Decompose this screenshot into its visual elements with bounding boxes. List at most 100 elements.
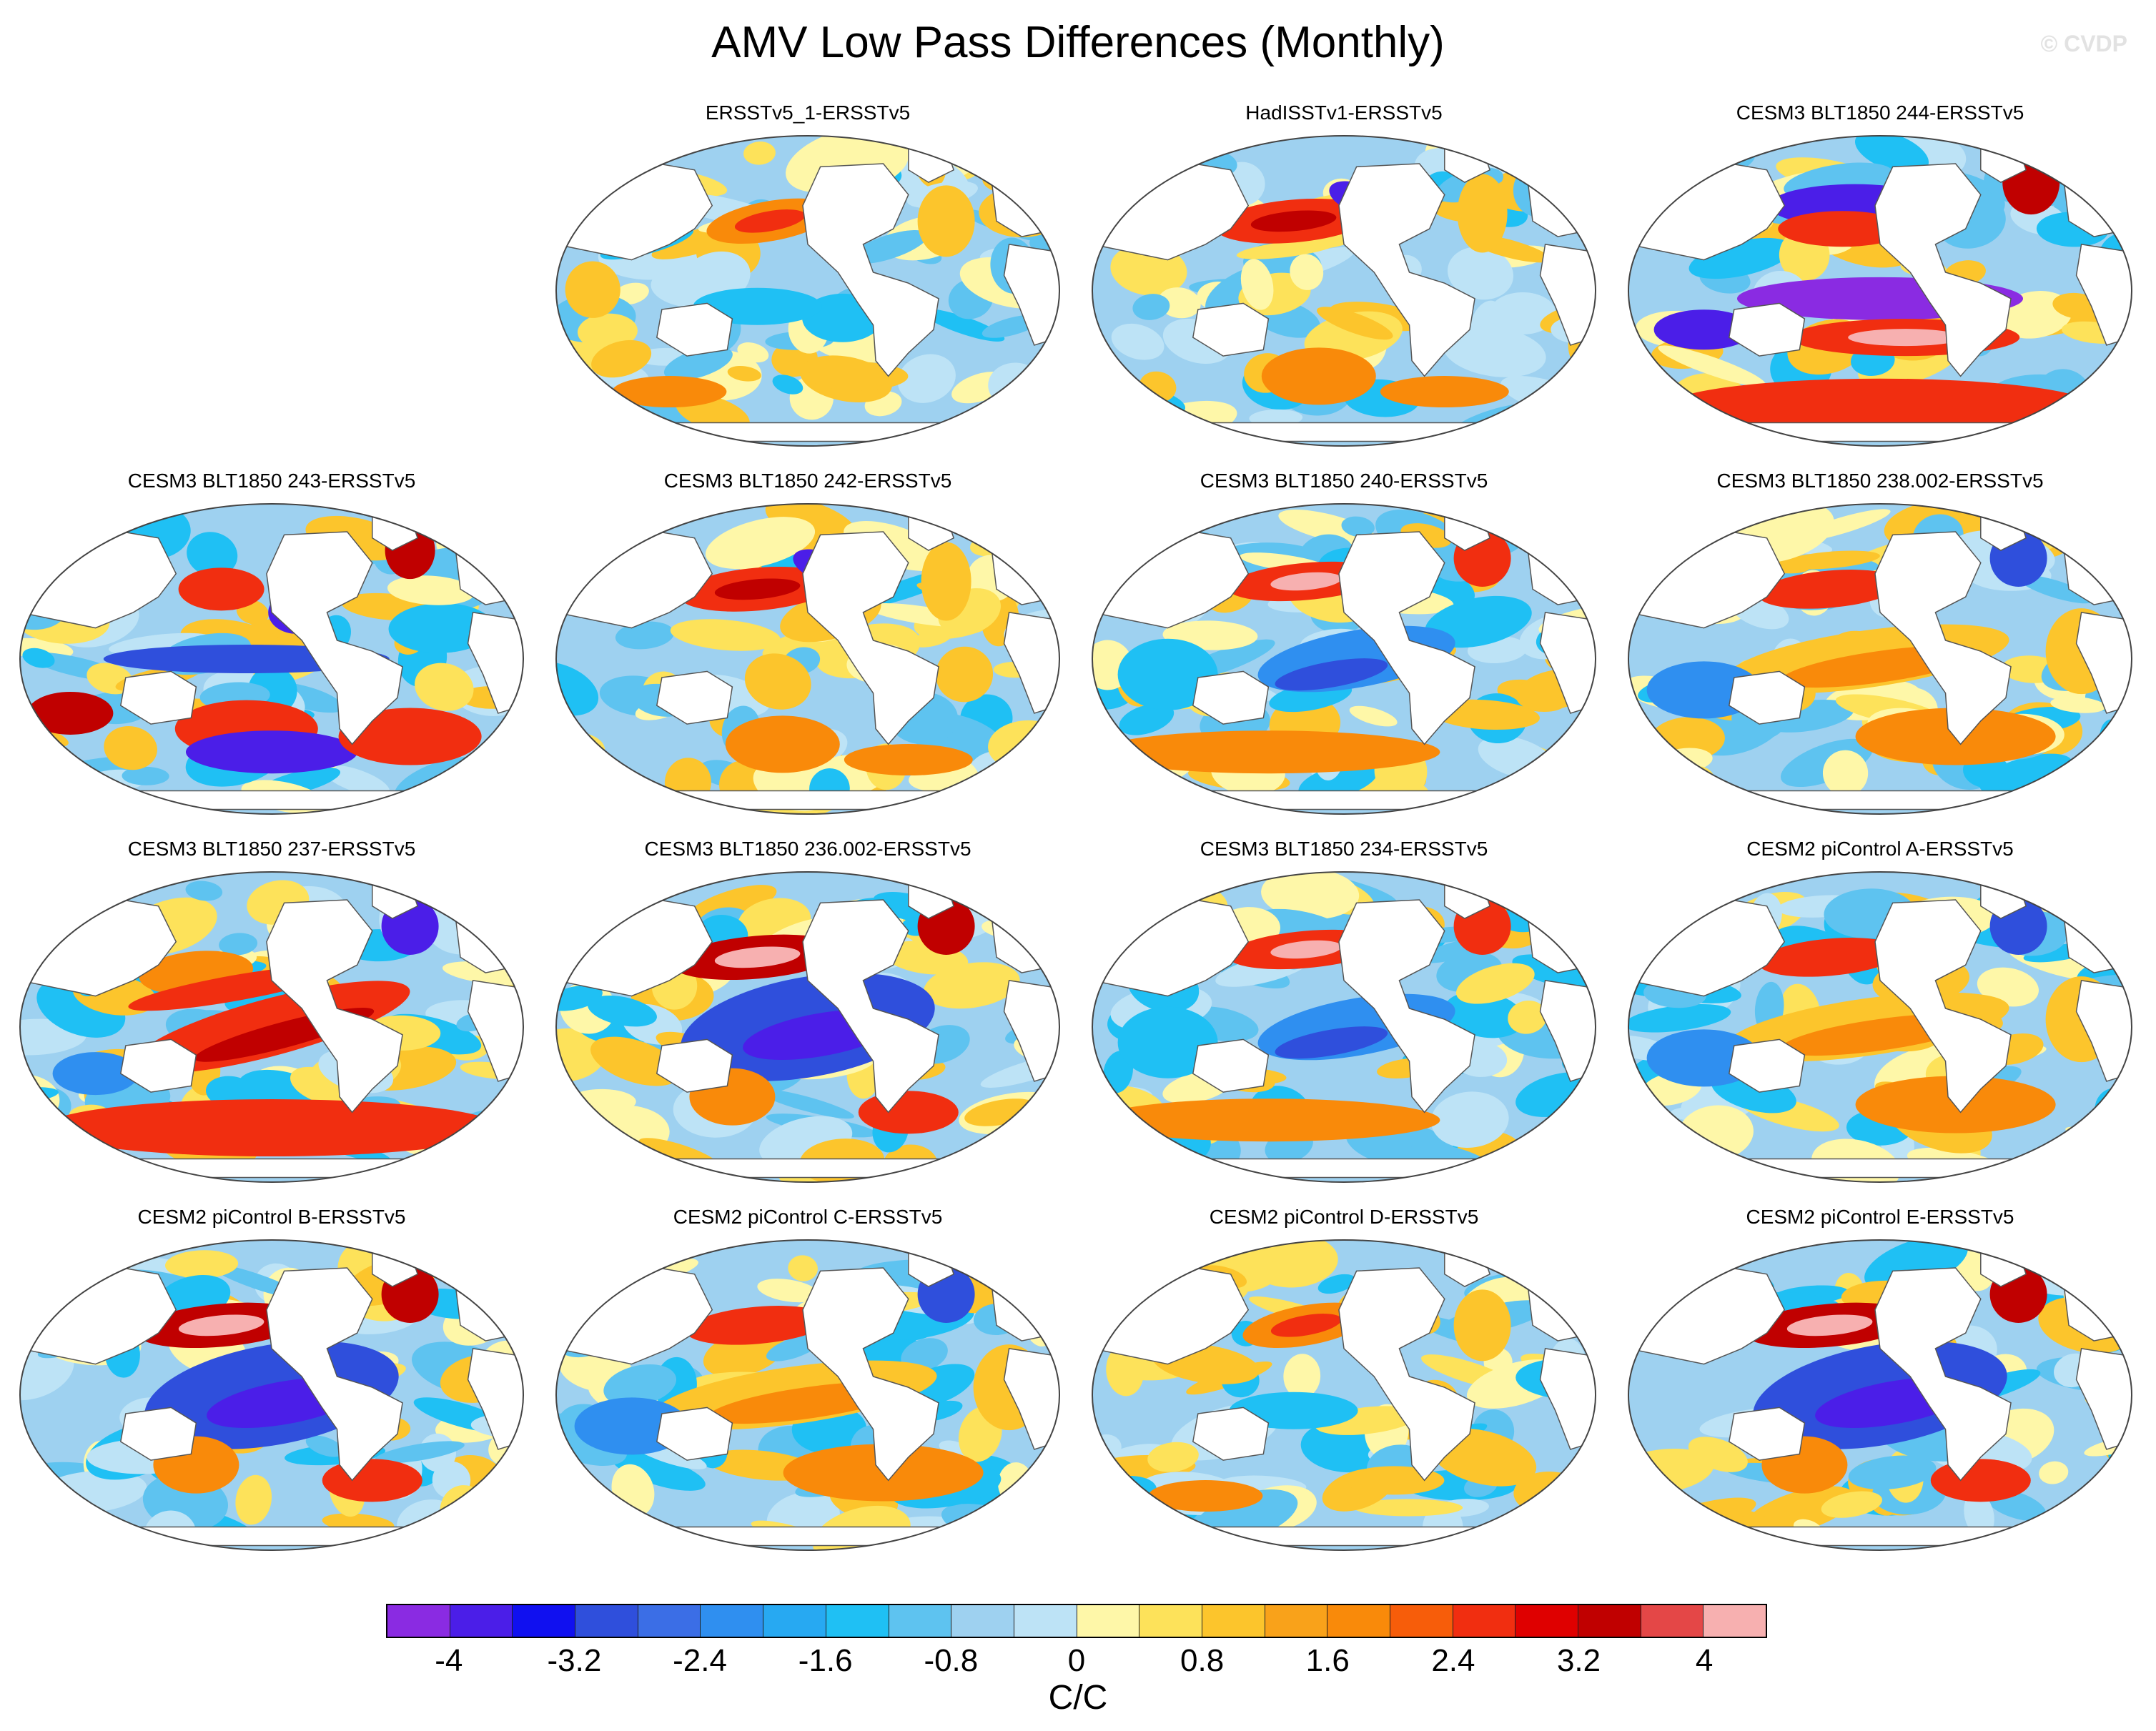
anomaly-blob bbox=[844, 744, 973, 776]
anomaly-blob bbox=[122, 766, 169, 785]
land-mass bbox=[1338, 163, 1475, 377]
anomaly-blob bbox=[322, 1459, 422, 1502]
anomaly-blob bbox=[615, 621, 674, 650]
anomaly-blob bbox=[488, 894, 523, 919]
anomaly-blob bbox=[1848, 1455, 1937, 1490]
anomaly-blob bbox=[1158, 287, 1201, 319]
anomaly-blob bbox=[743, 142, 776, 165]
land-mass bbox=[802, 531, 939, 745]
anomaly-blob bbox=[705, 517, 816, 569]
map-panel: CESM3 BLT1850 243-ERSSTv5 bbox=[7, 468, 536, 825]
anomaly-blob bbox=[465, 522, 523, 570]
anomaly-blob bbox=[2039, 1461, 2069, 1484]
map-border bbox=[19, 871, 524, 1183]
colorbar-swatch bbox=[1515, 1605, 1579, 1637]
anomaly-blob bbox=[1107, 148, 1138, 180]
map-panel: CESM3 BLT1850 234-ERSSTv5 bbox=[1079, 836, 1608, 1194]
anomaly-blob bbox=[20, 1018, 86, 1056]
panel-title: CESM3 BLT1850 244-ERSSTv5 bbox=[1736, 101, 2024, 124]
anomaly-blob bbox=[2085, 881, 2132, 906]
anomaly-blob bbox=[1564, 1468, 1596, 1488]
anomaly-blob bbox=[1349, 705, 1398, 727]
anomaly-blob bbox=[556, 1028, 606, 1082]
colorbar-swatch bbox=[575, 1605, 638, 1637]
land-mass bbox=[1192, 1407, 1270, 1461]
anomaly-blob bbox=[338, 708, 482, 765]
land-mass bbox=[467, 1348, 523, 1450]
anomaly-blob bbox=[178, 567, 264, 611]
anomaly-blob bbox=[1453, 1289, 1511, 1362]
robinson-map bbox=[19, 871, 524, 1183]
anomaly-blob bbox=[388, 602, 494, 653]
panel-title: CESM2 piControl B-ERSSTv5 bbox=[137, 1206, 406, 1228]
colorbar-tick-label: -0.8 bbox=[924, 1643, 979, 1678]
colorbar-swatch bbox=[1327, 1605, 1390, 1637]
map-panel: CESM3 BLT1850 237-ERSSTv5 bbox=[7, 836, 536, 1194]
panel-title: HadISSTv1-ERSSTv5 bbox=[1245, 101, 1443, 124]
anomaly-blob bbox=[1758, 938, 1902, 977]
anomaly-blob bbox=[1444, 991, 1525, 1038]
anomaly-blob bbox=[1250, 210, 1337, 232]
anomaly-blob bbox=[714, 578, 801, 600]
land-mass bbox=[266, 531, 403, 745]
colorbar-swatch bbox=[951, 1605, 1014, 1637]
map-field bbox=[556, 1240, 1059, 1550]
colorbar-swatch bbox=[1265, 1605, 1328, 1637]
anomaly-blob bbox=[473, 1243, 523, 1280]
anomaly-blob bbox=[1092, 194, 1118, 213]
anomaly-blob bbox=[2066, 411, 2132, 442]
anomaly-blob bbox=[187, 532, 238, 577]
anomaly-blob bbox=[1275, 1026, 1388, 1059]
anomaly-blob bbox=[613, 282, 649, 305]
map-border bbox=[1628, 871, 2132, 1183]
land-mass bbox=[1539, 980, 1596, 1082]
map-panel: CESM3 BLT1850 238.002-ERSSTv5 bbox=[1616, 468, 2145, 825]
anomaly-blob bbox=[737, 342, 769, 363]
robinson-map bbox=[19, 503, 524, 815]
anomaly-blob bbox=[2096, 136, 2132, 181]
anomaly-blob bbox=[1628, 406, 1685, 433]
anomaly-blob bbox=[387, 575, 475, 605]
land-mass bbox=[1192, 302, 1270, 357]
robinson-map bbox=[1092, 135, 1596, 447]
anomaly-blob bbox=[999, 525, 1041, 560]
anomaly-blob bbox=[556, 1255, 613, 1290]
anomaly-blob bbox=[1092, 1503, 1125, 1550]
colorbar-swatch bbox=[513, 1605, 576, 1637]
land-mass bbox=[656, 670, 733, 725]
anomaly-blob bbox=[2022, 1153, 2092, 1174]
anomaly-blob bbox=[663, 346, 733, 380]
robinson-map bbox=[555, 135, 1060, 447]
robinson-map bbox=[1628, 135, 2132, 447]
colorbar-tick-label: -2.4 bbox=[673, 1643, 727, 1678]
anomaly-blob bbox=[1380, 376, 1509, 408]
colorbar-swatch bbox=[450, 1605, 513, 1637]
map-border bbox=[555, 871, 1060, 1183]
map-panel: CESM3 BLT1850 242-ERSSTv5 bbox=[543, 468, 1072, 825]
figure-title: AMV Low Pass Differences (Monthly) bbox=[711, 18, 1445, 67]
robinson-map bbox=[555, 1239, 1060, 1551]
land-mass bbox=[1728, 1407, 1806, 1461]
anomaly-blob bbox=[921, 542, 971, 621]
anomaly-blob bbox=[999, 517, 1036, 552]
map-field bbox=[1628, 136, 2132, 446]
map-border bbox=[1092, 1239, 1596, 1551]
anomaly-blob bbox=[22, 648, 55, 668]
anomaly-blob bbox=[1523, 872, 1596, 920]
anomaly-blob bbox=[1267, 1249, 1332, 1280]
anomaly-blob bbox=[757, 1279, 819, 1303]
anomaly-blob bbox=[1017, 522, 1059, 558]
anomaly-blob bbox=[1014, 769, 1046, 807]
map-border bbox=[1092, 135, 1596, 447]
colorbar-tick-label: 2.4 bbox=[1431, 1643, 1475, 1678]
map-field bbox=[1092, 872, 1596, 1182]
anomaly-blob bbox=[610, 1451, 706, 1491]
map-panel: CESM3 BLT1850 244-ERSSTv5 bbox=[1616, 100, 2145, 457]
anomaly-blob bbox=[1455, 963, 1535, 1004]
anomaly-blob bbox=[612, 376, 727, 408]
robinson-map bbox=[1628, 1239, 2132, 1551]
anomaly-blob bbox=[178, 1314, 264, 1336]
anomaly-blob bbox=[788, 1255, 818, 1281]
anomaly-blob bbox=[1628, 1004, 1731, 1033]
land-mass bbox=[1003, 1348, 1059, 1450]
